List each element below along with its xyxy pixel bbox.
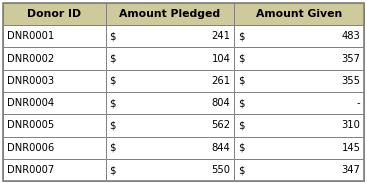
Text: 241: 241 [211, 31, 230, 41]
Bar [3, 137, 106, 159]
Text: 347: 347 [342, 165, 360, 175]
Bar [3, 47, 106, 70]
Text: Amount Pledged: Amount Pledged [119, 9, 221, 19]
Text: 145: 145 [341, 143, 360, 153]
Bar [106, 70, 234, 92]
Bar [106, 3, 234, 25]
Text: $: $ [109, 76, 116, 86]
Text: $: $ [238, 76, 244, 86]
Text: $: $ [109, 31, 116, 41]
Bar [106, 159, 234, 181]
Bar [106, 114, 234, 137]
Text: 844: 844 [212, 143, 230, 153]
Text: 562: 562 [211, 120, 230, 130]
Text: $: $ [238, 143, 244, 153]
Text: $: $ [109, 53, 116, 64]
Text: DNR0005: DNR0005 [7, 120, 54, 130]
Text: $: $ [109, 98, 116, 108]
Text: $: $ [109, 143, 116, 153]
Text: 355: 355 [341, 76, 360, 86]
Bar [234, 114, 364, 137]
Text: DNR0004: DNR0004 [7, 98, 54, 108]
Bar [234, 3, 364, 25]
Bar [106, 47, 234, 70]
Bar [234, 92, 364, 114]
Bar [234, 159, 364, 181]
Bar [234, 137, 364, 159]
Bar [234, 25, 364, 47]
Bar [3, 25, 106, 47]
Text: DNR0001: DNR0001 [7, 31, 54, 41]
Text: 261: 261 [211, 76, 230, 86]
Bar [3, 3, 106, 25]
Text: DNR0007: DNR0007 [7, 165, 54, 175]
Text: DNR0002: DNR0002 [7, 53, 54, 64]
Text: Donor ID: Donor ID [27, 9, 81, 19]
Text: $: $ [109, 120, 116, 130]
Text: 310: 310 [342, 120, 360, 130]
Bar [3, 92, 106, 114]
Text: DNR0006: DNR0006 [7, 143, 54, 153]
Bar [106, 92, 234, 114]
Text: $: $ [238, 120, 244, 130]
Bar [3, 114, 106, 137]
Bar [234, 70, 364, 92]
Text: 550: 550 [211, 165, 230, 175]
Text: $: $ [109, 165, 116, 175]
Bar [3, 159, 106, 181]
Text: 483: 483 [342, 31, 360, 41]
Text: $: $ [238, 98, 244, 108]
Text: $: $ [238, 165, 244, 175]
Text: 357: 357 [341, 53, 360, 64]
Bar [106, 137, 234, 159]
Text: DNR0003: DNR0003 [7, 76, 54, 86]
Text: -: - [357, 98, 360, 108]
Text: $: $ [238, 53, 244, 64]
Bar [3, 70, 106, 92]
Text: 104: 104 [211, 53, 230, 64]
Text: $: $ [238, 31, 244, 41]
Text: 804: 804 [212, 98, 230, 108]
Text: Amount Given: Amount Given [256, 9, 342, 19]
Bar [106, 25, 234, 47]
Bar [234, 47, 364, 70]
